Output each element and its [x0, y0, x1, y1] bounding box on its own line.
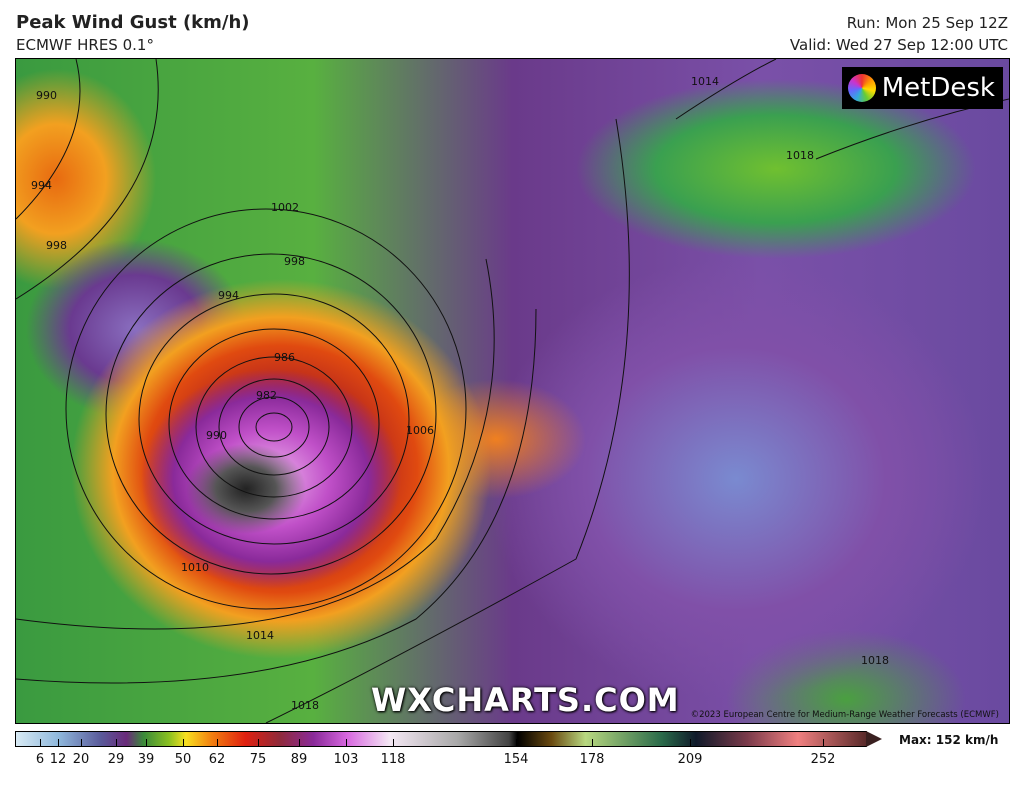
isobar-label: 998	[284, 255, 305, 268]
isobar-label: 1010	[181, 561, 209, 574]
isobar-layer: 990 994 998 1002 998 994 986 982 990 100…	[16, 59, 1009, 723]
legend-tick-label: 178	[579, 752, 605, 767]
run-time: Run: Mon 25 Sep 12Z	[846, 14, 1008, 32]
legend-tick	[258, 739, 259, 746]
colour-scale-arrow	[866, 731, 882, 747]
isobar-label: 1002	[271, 201, 299, 214]
legend-tick	[183, 739, 184, 746]
watermark: WXCHARTS.COM	[371, 681, 680, 719]
legend-tick-label: 12	[49, 752, 67, 767]
logo-text: MetDesk	[881, 73, 995, 103]
legend-tick-label: 20	[72, 752, 90, 767]
isobar-label: 990	[206, 429, 227, 442]
legend-tick-label: 39	[137, 752, 155, 767]
isobar-label: 994	[31, 179, 52, 192]
legend-tick-label: 62	[208, 752, 226, 767]
legend-tick	[217, 739, 218, 746]
isobar-label: 1018	[861, 654, 889, 667]
legend-tick	[823, 739, 824, 746]
legend-tick	[393, 739, 394, 746]
legend-tick	[81, 739, 82, 746]
wind-gust-map[interactable]: 990 994 998 1002 998 994 986 982 990 100…	[15, 58, 1010, 724]
isobar-label: 986	[274, 351, 295, 364]
copyright: ©2023 European Centre for Medium-Range W…	[690, 710, 999, 720]
isobar-label: 1018	[786, 149, 814, 162]
max-gust: Max: 152 km/h	[899, 733, 999, 747]
legend-tick	[346, 739, 347, 746]
isobar-label: 994	[218, 289, 239, 302]
metdesk-logo: MetDesk	[841, 67, 1003, 109]
legend-tick-label: 118	[380, 752, 406, 767]
legend-tick-label: 103	[333, 752, 359, 767]
isobar-label: 998	[46, 239, 67, 252]
isobar-label: 1018	[291, 699, 319, 712]
legend-tick-label: 89	[290, 752, 308, 767]
legend-tick	[516, 739, 517, 746]
legend-tick	[690, 739, 691, 746]
legend-tick-label: 50	[174, 752, 192, 767]
valid-time: Valid: Wed 27 Sep 12:00 UTC	[789, 36, 1008, 54]
isobar-label: 1014	[691, 75, 719, 88]
legend-tick	[58, 739, 59, 746]
isobar-label: 1006	[406, 424, 434, 437]
isobar-label: 982	[256, 389, 277, 402]
legend-tick-label: 29	[107, 752, 125, 767]
chart-title: Peak Wind Gust (km/h)	[16, 12, 250, 33]
colour-scale-bar	[15, 731, 867, 747]
legend-tick-label: 154	[503, 752, 529, 767]
legend-tick	[146, 739, 147, 746]
isobar-label: 990	[36, 89, 57, 102]
legend-tick	[40, 739, 41, 746]
legend-tick-label: 75	[249, 752, 267, 767]
legend-tick-label: 252	[810, 752, 836, 767]
model-name: ECMWF HRES 0.1°	[16, 36, 154, 54]
legend-tick	[299, 739, 300, 746]
metdesk-logo-icon	[847, 74, 876, 102]
legend-tick	[116, 739, 117, 746]
legend-tick-label: 6	[35, 752, 45, 767]
legend-tick-label: 209	[677, 752, 703, 767]
legend-tick	[592, 739, 593, 746]
isobar-label: 1014	[246, 629, 274, 642]
